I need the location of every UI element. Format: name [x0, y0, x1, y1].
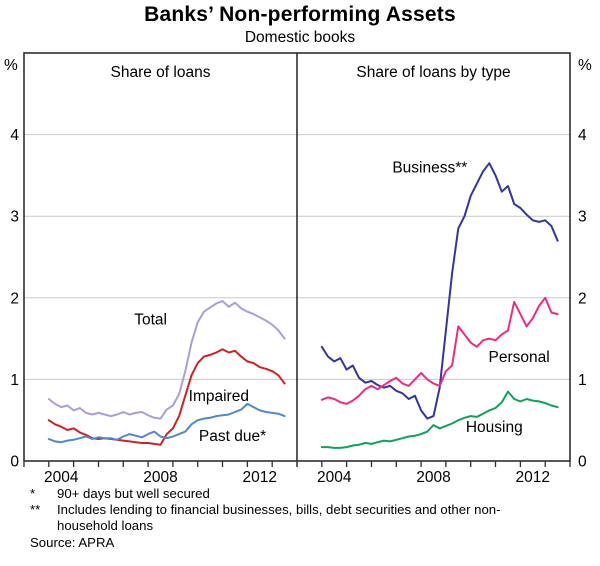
series-lines-group: [47, 162, 559, 449]
percent-label-right: %: [578, 57, 592, 74]
y-axis-label-left: 2: [10, 290, 19, 307]
y-axis-label-left: 4: [10, 127, 19, 144]
x-axis-year-label: 2004: [317, 469, 352, 486]
footnote-2: ** Includes lending to financial busines…: [30, 502, 570, 534]
chart-footnotes: * 90+ days but well secured ** Includes …: [30, 486, 570, 550]
footnote-2-text: Includes lending to financial businesses…: [57, 501, 501, 533]
footnote-1-text: 90+ days but well secured: [57, 486, 210, 501]
x-axis-year-label: 2004: [44, 469, 79, 486]
footnote-2-marker: **: [30, 501, 41, 517]
panel-title-left: Share of loans: [111, 64, 211, 81]
page-title: Banks’ Non-performing Assets: [144, 3, 456, 26]
series-label-past-due: Past due*: [199, 428, 266, 445]
panel-title-right: Share of loans by type: [356, 64, 510, 81]
y-axis-label-right: 3: [578, 209, 587, 226]
total-line: [47, 300, 286, 420]
y-axis-label-right: 0: [578, 454, 587, 471]
x-axis-year-label: 2012: [516, 469, 550, 486]
series-label-business: Business**: [392, 160, 467, 177]
y-axis-label-right: 1: [578, 372, 587, 389]
axis-labels-group: 0 0 1 1 2 2 3 3 4 4 2004 2008 2012 Total Impaired Past …: [10, 127, 587, 486]
y-axis-label-left: 0: [10, 454, 19, 471]
y-axis-label-right: 2: [578, 290, 587, 307]
series-label-personal: Personal: [489, 349, 550, 366]
footnote-1-marker: *: [30, 486, 36, 501]
x-axis-year-label: 2008: [416, 469, 450, 486]
footnote-1: * 90+ days but well secured: [30, 486, 570, 502]
business-line: [320, 162, 559, 420]
series-label-housing: Housing: [466, 419, 523, 436]
axis-ticks-group: [23, 461, 571, 467]
x-axis-year-label: 2012: [243, 469, 277, 486]
y-axis-label-left: 3: [10, 209, 19, 226]
percent-label-left: %: [4, 57, 18, 74]
x-axis-year-label: 2008: [143, 469, 177, 486]
housing-line: [320, 390, 559, 449]
page-subtitle: Domestic books: [244, 29, 356, 46]
series-label-total: Total: [134, 312, 167, 329]
y-axis-label-right: 4: [578, 127, 587, 144]
y-axis-label-left: 1: [10, 372, 19, 389]
series-label-impaired: Impaired: [189, 388, 249, 405]
past-due-line: [47, 402, 286, 444]
personal-line: [320, 296, 559, 405]
impaired-line: [47, 348, 286, 446]
source-label: Source: APRA: [30, 534, 115, 550]
